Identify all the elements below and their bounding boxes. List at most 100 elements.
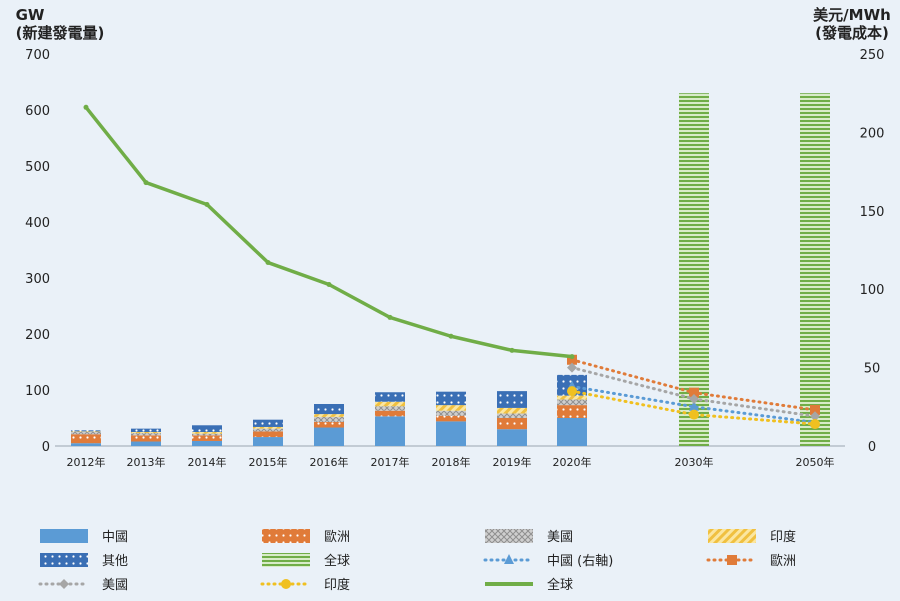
lines-layer	[83, 104, 820, 430]
legend-swatch	[262, 529, 310, 543]
right-axis-title-line2: (發電成本)	[815, 24, 889, 42]
bar-segment	[314, 416, 344, 422]
right-axis-ticks: 0 50 100 150 200 250	[860, 48, 885, 455]
right-tick-label: 0	[868, 440, 876, 455]
legend-item: 歐洲	[262, 529, 350, 545]
bar-segment	[192, 435, 222, 441]
bar-segment	[253, 428, 283, 432]
line-marker	[727, 555, 737, 565]
x-tick-label: 2013年	[127, 455, 166, 469]
legend-item: 美國	[38, 578, 128, 593]
left-axis-ticks: 0 100 200 300 400 500 600 700	[25, 48, 50, 455]
legend-label: 中國	[102, 530, 128, 545]
left-tick-label: 500	[25, 160, 50, 175]
line-marker	[689, 393, 699, 404]
legend-label: 美國	[102, 578, 128, 593]
legend-item: 印度	[260, 577, 350, 593]
legend-label: 印度	[324, 577, 350, 593]
bar-segment	[192, 440, 222, 446]
bar-segment	[192, 433, 222, 436]
bar-segment	[71, 430, 101, 432]
line-marker	[567, 386, 577, 397]
legend-swatch	[708, 529, 756, 543]
bar-segment	[436, 415, 466, 422]
series-line-global	[84, 106, 573, 359]
x-tick-label: 2012年	[67, 455, 106, 469]
bar-segment	[497, 407, 527, 414]
left-tick-label: 400	[25, 216, 50, 231]
legend-item: 印度	[708, 529, 796, 545]
right-tick-label: 50	[864, 362, 881, 377]
legend-item: 全球	[485, 577, 573, 593]
left-axis-title-line1: GW	[16, 6, 45, 24]
bar-segment	[192, 432, 222, 434]
bar-segment	[497, 429, 527, 446]
line-point	[83, 104, 89, 110]
line-point	[387, 314, 393, 320]
bar-segment	[71, 432, 101, 435]
bar-segment	[253, 431, 283, 438]
bar-segment	[314, 414, 344, 417]
bar-segment	[436, 421, 466, 446]
x-tick-label: 2014年	[188, 455, 227, 469]
line-point	[326, 281, 332, 287]
legend-swatch	[262, 553, 310, 567]
left-tick-label: 100	[25, 384, 50, 399]
bar-total	[679, 93, 709, 446]
bar-segment	[375, 406, 405, 411]
bar-segment	[314, 404, 344, 415]
bar-segment	[131, 428, 161, 432]
right-axis-title-line1: 美元/MWh	[813, 6, 891, 24]
right-tick-label: 250	[860, 48, 885, 63]
legend-item: 其他	[40, 553, 128, 569]
bar-segment	[436, 405, 466, 411]
line-marker	[810, 419, 820, 430]
bar-segment	[192, 425, 222, 432]
legend-label: 全球	[324, 553, 350, 569]
line-marker	[567, 354, 577, 365]
bar-segment	[131, 441, 161, 446]
line-point	[265, 260, 271, 266]
legend-item: 中國 (右軸)	[483, 554, 613, 569]
line-point	[204, 202, 210, 208]
right-tick-label: 100	[860, 283, 885, 298]
bar-segment	[131, 435, 161, 442]
legend-swatch	[40, 553, 88, 567]
legend-label: 其他	[102, 554, 128, 569]
line-marker	[689, 409, 699, 420]
legend-label: 歐洲	[324, 530, 350, 545]
legend-swatch	[40, 529, 88, 543]
bar-segment	[436, 391, 466, 406]
legend-label: 歐洲	[770, 554, 796, 569]
legend-label: 美國	[547, 530, 573, 545]
x-tick-label: 2015年	[249, 455, 288, 469]
bar-total	[800, 93, 830, 446]
bar-segment	[557, 399, 587, 406]
line-marker	[567, 362, 577, 373]
bar-segment	[314, 421, 344, 428]
bar-segment	[253, 419, 283, 427]
x-tick-label: 2050年	[796, 455, 835, 469]
legend-label: 印度	[770, 529, 796, 545]
left-tick-label: 300	[25, 272, 50, 287]
line-marker	[59, 579, 69, 589]
left-tick-label: 0	[42, 440, 50, 455]
series-line	[570, 389, 817, 426]
series-line	[570, 384, 817, 424]
bar-segment	[71, 443, 101, 446]
x-axis-ticks: 2012年 2013年 2014年 2015年 2016年 2017年 2018年 2019年…	[67, 455, 835, 469]
line-point	[509, 347, 515, 353]
bar-segment	[71, 431, 101, 432]
left-tick-label: 700	[25, 48, 50, 63]
legend-item: 中國	[40, 529, 128, 545]
line-point	[143, 180, 149, 186]
line-point	[448, 333, 454, 339]
legend-item: 全球	[262, 553, 350, 569]
line-marker	[810, 411, 820, 422]
x-tick-label: 2019年	[493, 455, 532, 469]
line-point	[569, 354, 575, 360]
bar-segment	[71, 434, 101, 444]
x-tick-label: 2018年	[432, 455, 471, 469]
legend-label: 全球	[547, 577, 573, 593]
